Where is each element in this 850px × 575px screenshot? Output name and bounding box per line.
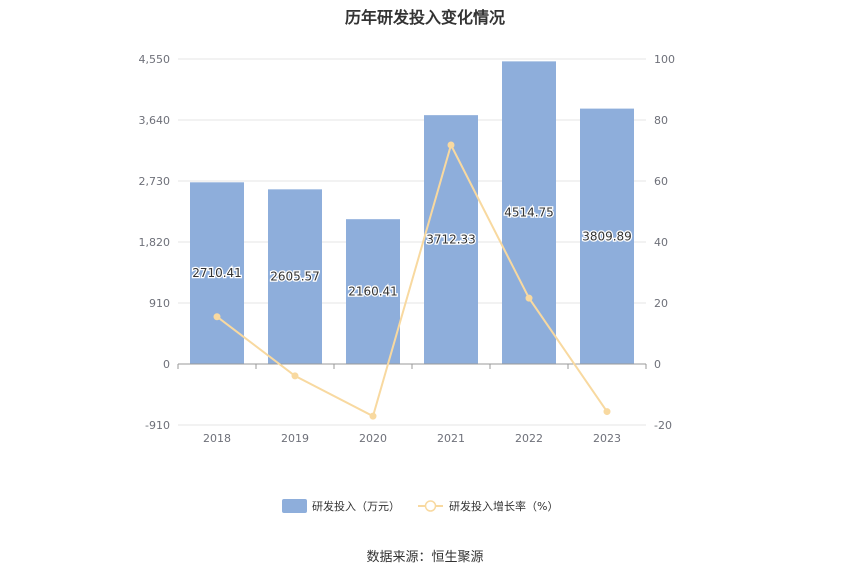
y-right-tick-label: 60 (654, 175, 668, 188)
bar (268, 189, 322, 364)
chart-title: 历年研发投入变化情况 (344, 8, 505, 27)
bar-value-label: 2160.41 (348, 285, 398, 299)
y-right-tick-label: 40 (654, 236, 668, 249)
x-tick-label: 2020 (359, 432, 387, 445)
line-series (213, 141, 611, 420)
y-left-tick-label: -910 (145, 419, 170, 432)
growth-point (603, 408, 611, 416)
y-left-tick-label: 2,730 (139, 175, 171, 188)
x-tick-label: 2019 (281, 432, 309, 445)
grid-lines (178, 58, 646, 426)
bar-value-label: 4514.75 (504, 206, 554, 220)
growth-point (213, 313, 221, 321)
legend: 研发投入（万元） 研发投入增长率（%） (282, 499, 558, 513)
growth-line (216, 142, 608, 418)
legend-line-label: 研发投入增长率（%） (449, 499, 558, 513)
x-tick-label: 2018 (203, 432, 231, 445)
y-right-tick-label: 80 (654, 114, 668, 127)
bar-value-label: 3712.33 (426, 233, 476, 247)
right-axis: -20 0 20 40 60 80 100 (654, 53, 675, 432)
legend-line-marker (424, 500, 437, 512)
y-right-tick-label: -20 (654, 419, 672, 432)
y-left-tick-label: 910 (149, 297, 170, 310)
bar (502, 61, 556, 364)
bar (190, 182, 244, 364)
y-right-tick-label: 0 (654, 358, 661, 371)
growth-point (447, 141, 455, 149)
growth-point (369, 412, 377, 420)
y-right-tick-label: 20 (654, 297, 668, 310)
y-left-tick-label: 0 (163, 358, 170, 371)
x-tick-label: 2021 (437, 432, 465, 445)
x-tick-label: 2023 (593, 432, 621, 445)
legend-bar-swatch (282, 499, 307, 513)
bar-labels: 2710.41 2605.57 2160.41 3712.33 4514.75 3809.… (191, 204, 633, 299)
y-left-tick-label: 1,820 (139, 236, 171, 249)
x-tick-label: 2022 (515, 432, 543, 445)
legend-bar-label: 研发投入（万元） (312, 499, 400, 513)
x-axis: 2018 2019 2020 2021 2022 2023 (177, 363, 647, 445)
bar-value-label: 3809.89 (582, 229, 632, 243)
source-note: 数据来源：恒生聚源 (366, 550, 484, 565)
bar (580, 108, 634, 364)
bar-value-label: 2710.41 (192, 266, 242, 280)
bar-series (190, 61, 634, 364)
bar (346, 219, 400, 364)
growth-point (291, 372, 299, 380)
y-right-tick-label: 100 (654, 53, 675, 66)
growth-point (525, 294, 533, 302)
y-left-tick-label: 3,640 (139, 114, 171, 127)
bar (424, 115, 478, 364)
y-left-tick-label: 4,550 (139, 53, 171, 66)
bar-value-label: 2605.57 (270, 270, 320, 284)
left-axis: -910 0 910 1,820 2,730 3,640 4,550 (139, 53, 171, 432)
